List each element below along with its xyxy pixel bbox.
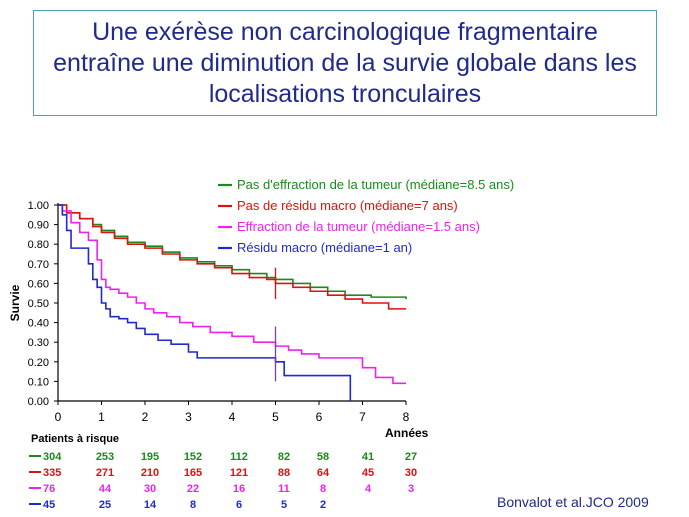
y-tick-label: 0.50 <box>28 298 49 310</box>
risk-table-cell: 6 <box>236 499 242 511</box>
risk-table-cell: 22 <box>187 483 199 495</box>
risk-table-cell: 45 <box>43 499 55 511</box>
slide-title-box: Une exérèse non carcinologique fragmenta… <box>33 10 657 116</box>
y-tick-label: 0.80 <box>28 239 49 251</box>
x-tick-label: 7 <box>359 410 366 424</box>
risk-table-cell: 4 <box>365 483 372 495</box>
x-tick-label: 5 <box>272 410 279 424</box>
slide-title-line-1: Une exérèse non carcinologique fragmenta… <box>92 17 598 46</box>
x-tick-label: 0 <box>55 410 62 424</box>
risk-table-cell: 25 <box>99 499 111 511</box>
risk-table-title: Patients à risque <box>31 433 119 445</box>
x-tick-label: 4 <box>229 410 236 424</box>
risk-table-cell: 5 <box>281 499 287 511</box>
legend-label-4: Résidu macro (médiane=1 an) <box>237 240 412 255</box>
risk-table-cell: 76 <box>43 483 55 495</box>
x-tick-label: 1 <box>98 410 105 424</box>
risk-table-cell: 195 <box>141 451 159 463</box>
risk-table-cell: 335 <box>43 467 61 479</box>
y-tick-label: 0.60 <box>28 278 49 290</box>
risk-table-cell: 304 <box>43 451 62 463</box>
risk-table-cell: 210 <box>141 467 159 479</box>
risk-table-cell: 30 <box>405 467 417 479</box>
risk-table-cell: 165 <box>184 467 202 479</box>
survival-curve-3 <box>58 204 406 385</box>
risk-table-cell: 112 <box>230 451 248 463</box>
risk-table-cell: 30 <box>144 483 156 495</box>
y-tick-label: 1.00 <box>28 200 49 212</box>
risk-table-cell: 16 <box>233 483 245 495</box>
survival-curve-4 <box>58 204 352 401</box>
survival-curve-2 <box>58 204 406 310</box>
y-tick-label: 0.30 <box>28 337 49 349</box>
risk-table-cell: 14 <box>144 499 157 511</box>
y-tick-label: 0.20 <box>28 357 49 369</box>
risk-table-cell: 58 <box>317 451 329 463</box>
slide-title-line-3: localisations tronculaires <box>208 79 482 108</box>
y-tick-label: 0.90 <box>28 220 49 232</box>
slide-title-line-2: entraîne une diminution de la survie glo… <box>53 48 637 77</box>
risk-table-cell: 3 <box>408 483 414 495</box>
risk-table-cell: 8 <box>190 499 196 511</box>
x-tick-label: 3 <box>185 410 192 424</box>
y-axis-label: Survie <box>8 284 22 321</box>
legend-label-2: Pas de résidu macro (médiane=7 ans) <box>237 198 458 213</box>
y-tick-label: 0.70 <box>28 259 49 271</box>
risk-table-cell: 2 <box>320 499 326 511</box>
y-tick-label: 0.00 <box>28 396 49 408</box>
risk-table-cell: 27 <box>405 451 417 463</box>
x-axis-label: Années <box>385 426 429 440</box>
risk-table-cell: 253 <box>96 451 114 463</box>
survival-curve-1 <box>58 204 407 300</box>
risk-table-cell: 44 <box>99 483 112 495</box>
risk-table-cell: 11 <box>278 483 290 495</box>
risk-table-cell: 121 <box>230 467 248 479</box>
risk-table-cell: 82 <box>278 451 290 463</box>
y-tick-label: 0.10 <box>28 376 49 388</box>
x-tick-label: 8 <box>403 410 410 424</box>
x-tick-label: 2 <box>142 410 149 424</box>
x-tick-label: 6 <box>316 410 323 424</box>
risk-table-cell: 152 <box>184 451 202 463</box>
risk-table-cell: 88 <box>278 467 290 479</box>
risk-table-cell: 45 <box>362 467 374 479</box>
legend-label-1: Pas d'effraction de la tumeur (médiane=8… <box>237 177 514 192</box>
risk-table-cell: 64 <box>317 467 330 479</box>
risk-table-cell: 271 <box>96 467 114 479</box>
risk-table-cell: 8 <box>320 483 326 495</box>
legend-label-3: Effraction de la tumeur (médiane=1.5 ans… <box>237 219 480 234</box>
risk-table-cell: 41 <box>362 451 374 463</box>
y-tick-label: 0.40 <box>28 318 49 330</box>
citation-text: Bonvalot et al.JCO 2009 <box>497 494 649 510</box>
